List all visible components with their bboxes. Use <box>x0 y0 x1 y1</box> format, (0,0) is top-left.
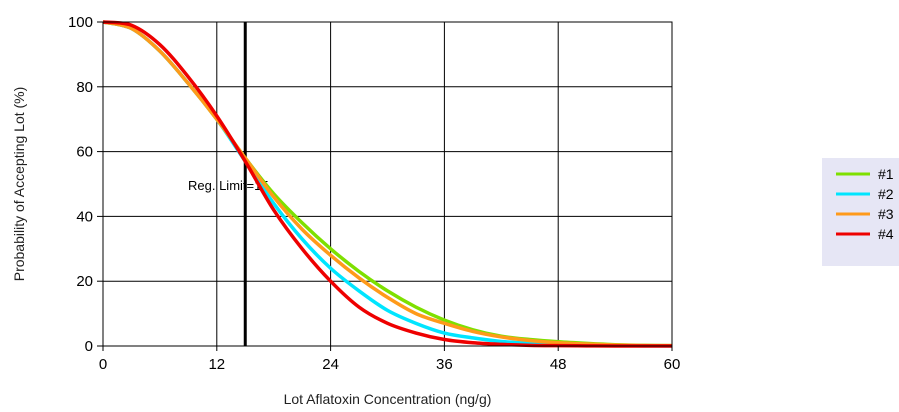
reg-limit-label: Reg. Limit=15 <box>188 178 269 193</box>
y-tick-label: 0 <box>85 338 93 355</box>
x-tick-label: 36 <box>436 356 453 373</box>
y-tick-label: 100 <box>68 14 93 31</box>
reference-line-group: Reg. Limit=15 <box>188 22 269 346</box>
legend-label: #3 <box>878 206 894 222</box>
axis-ticks: 0 12 24 36 48 60 0 20 40 60 80 100 <box>68 14 680 373</box>
y-tick-label: 40 <box>76 208 93 225</box>
y-tick-label: 20 <box>76 273 93 290</box>
legend-label: #2 <box>878 186 894 202</box>
legend: #1 #2 #3 #4 <box>822 158 899 266</box>
x-axis-title: Lot Aflatoxin Concentration (ng/g) <box>284 391 492 407</box>
legend-background <box>822 158 899 266</box>
plot-area-frame <box>102 21 673 347</box>
x-tick-label: 24 <box>322 356 339 373</box>
y-tick-label: 60 <box>76 144 93 161</box>
x-tick-label: 0 <box>99 356 107 373</box>
x-tick-label: 12 <box>208 356 225 373</box>
x-tick-label: 60 <box>664 356 681 373</box>
y-tick-label: 80 <box>76 79 93 96</box>
series-line-3 <box>102 20 673 348</box>
x-tick-label: 48 <box>550 356 567 373</box>
y-axis-title: Probability of Accepting Lot (%) <box>11 87 27 282</box>
series-lines <box>102 20 673 348</box>
legend-label: #4 <box>878 226 894 242</box>
legend-label: #1 <box>878 166 894 182</box>
